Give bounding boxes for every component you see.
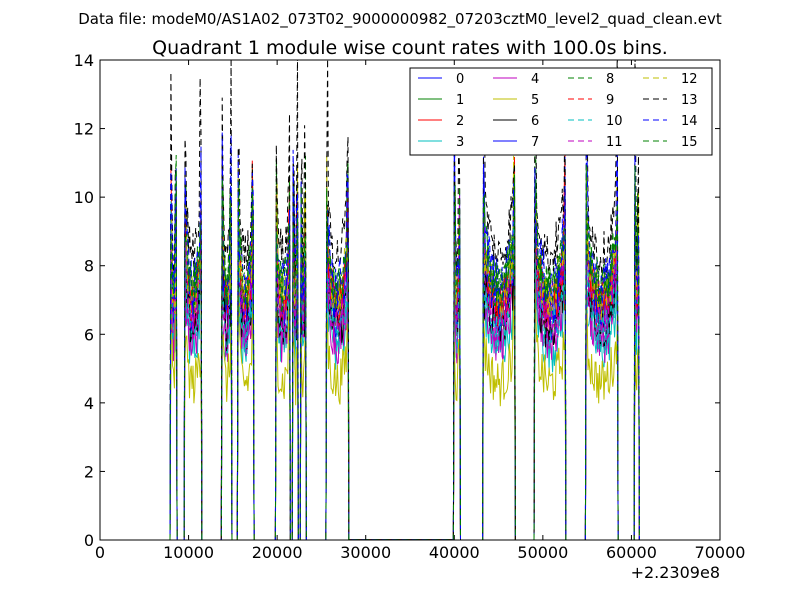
- legend-label-14: 14: [681, 114, 698, 129]
- y-tick-label: 14: [74, 51, 94, 70]
- plot-frame: [99, 59, 721, 541]
- x-tick-label: 20000: [252, 543, 303, 562]
- y-tick-label: 12: [74, 120, 94, 139]
- x-tick-label: 60000: [606, 543, 657, 562]
- legend-label-3: 3: [456, 135, 464, 150]
- series-line-8: [100, 125, 643, 540]
- y-tick-label: 0: [84, 531, 94, 550]
- legend-label-1: 1: [456, 93, 464, 108]
- y-tick-label: 2: [84, 462, 94, 481]
- x-tick-label: 10000: [163, 543, 214, 562]
- series-line-2: [100, 156, 643, 540]
- legend-label-0: 0: [456, 72, 464, 87]
- x-tick-label: 40000: [429, 543, 480, 562]
- ticks-layer: 0 10000 20000 30000 40000 50000 60000 70000 0 2 4 6…: [74, 51, 746, 562]
- x-offset-label: +2.2309e8: [631, 563, 720, 582]
- x-tick-label: 0: [95, 543, 105, 562]
- series-line-7: [100, 156, 643, 540]
- series-line-1: [100, 159, 643, 540]
- y-tick-label: 6: [84, 325, 94, 344]
- series-line-15: [100, 154, 643, 540]
- y-tick-label: 10: [74, 188, 94, 207]
- legend-frame: [409, 67, 713, 156]
- chart-suptitle: Data file: modeM0/AS1A02_073T02_90000009…: [78, 10, 722, 29]
- legend-label-5: 5: [531, 93, 539, 108]
- legend-label-7: 7: [531, 135, 539, 150]
- x-tick-label: 50000: [517, 543, 568, 562]
- legend-label-9: 9: [606, 93, 614, 108]
- y-tick-label: 8: [84, 257, 94, 276]
- legend-label-6: 6: [531, 114, 539, 129]
- legend-label-15: 15: [681, 135, 698, 150]
- legend-label-2: 2: [456, 114, 464, 129]
- x-tick-label: 30000: [340, 543, 391, 562]
- legend-label-10: 10: [606, 114, 623, 129]
- legend-label-8: 8: [606, 72, 614, 87]
- legend-label-11: 11: [606, 135, 623, 150]
- x-tick-label: 70000: [695, 543, 746, 562]
- legend-label-12: 12: [681, 72, 698, 87]
- y-tick-label: 4: [84, 394, 94, 413]
- series-line-5: [100, 266, 643, 540]
- legend-label-4: 4: [531, 72, 539, 87]
- chart-title: Quadrant 1 module wise count rates with …: [152, 37, 668, 59]
- legend-label-13: 13: [681, 93, 698, 108]
